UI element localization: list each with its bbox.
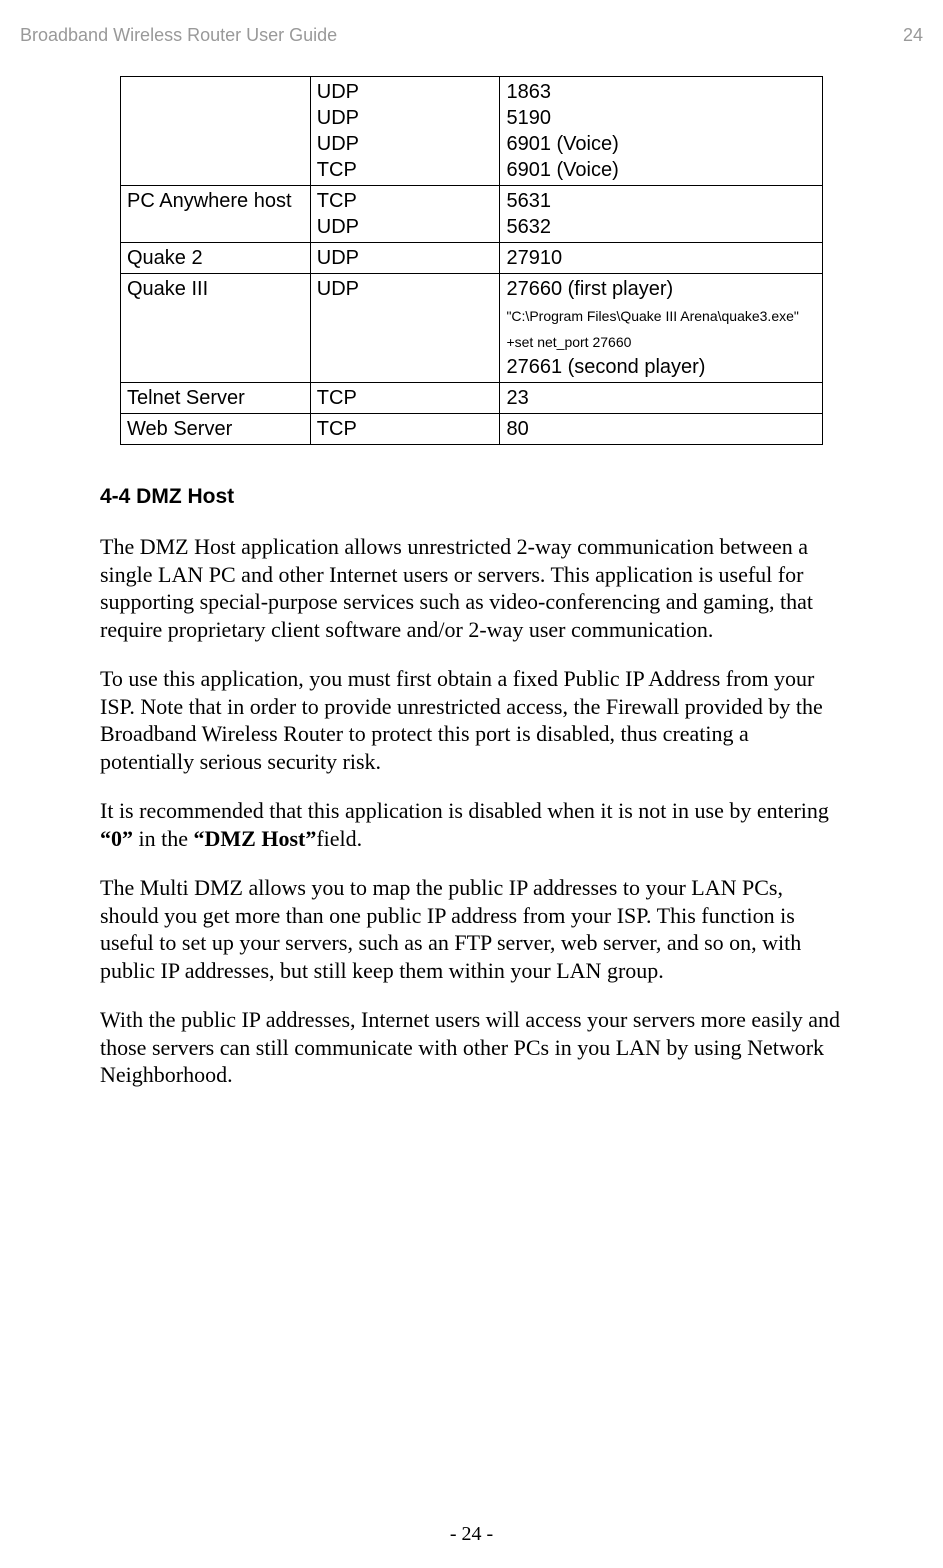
table-row: Quake III UDP 27660 (first player) "C:\P… [121, 274, 823, 383]
cell-service: PC Anywhere host [121, 186, 311, 243]
header-page-number: 24 [903, 25, 923, 46]
text-run: It is recommended that this application … [100, 798, 829, 823]
port-note: "C:\Program Files\Quake III Arena\quake3… [506, 308, 798, 350]
page-footer: - 24 - [0, 1523, 943, 1546]
text-run: field. [316, 826, 362, 851]
text-bold: “0” [100, 826, 133, 851]
cell-service: Quake 2 [121, 243, 311, 274]
cell-port: 23 [500, 383, 823, 414]
cell-port: 1863 5190 6901 (Voice) 6901 (Voice) [500, 77, 823, 186]
text-bold: “DMZ Host” [194, 826, 317, 851]
port-line: 27660 (first player) [506, 278, 673, 300]
port-mapping-table: UDP UDP UDP TCP 1863 5190 6901 (Voice) 6… [120, 76, 823, 445]
cell-protocol: TCP UDP [310, 186, 500, 243]
body-paragraph: With the public IP addresses, Internet u… [100, 1006, 843, 1089]
cell-service: Telnet Server [121, 383, 311, 414]
page-header: Broadband Wireless Router User Guide 24 [20, 25, 923, 46]
cell-protocol: UDP [310, 243, 500, 274]
cell-protocol: UDP UDP UDP TCP [310, 77, 500, 186]
cell-service: Quake III [121, 274, 311, 383]
table-row: UDP UDP UDP TCP 1863 5190 6901 (Voice) 6… [121, 77, 823, 186]
cell-service [121, 77, 311, 186]
cell-port: 80 [500, 414, 823, 445]
body-paragraph: It is recommended that this application … [100, 797, 843, 852]
cell-protocol: TCP [310, 383, 500, 414]
cell-port: 27660 (first player) "C:\Program Files\Q… [500, 274, 823, 383]
body-paragraph: The Multi DMZ allows you to map the publ… [100, 874, 843, 984]
port-line: 27661 (second player) [506, 356, 705, 378]
body-paragraph: To use this application, you must first … [100, 665, 843, 775]
header-title: Broadband Wireless Router User Guide [20, 25, 337, 46]
text-run: in the [133, 826, 194, 851]
table-row: Quake 2 UDP 27910 [121, 243, 823, 274]
section-heading: 4-4 DMZ Host [100, 485, 843, 509]
cell-port: 27910 [500, 243, 823, 274]
table-row: Web Server TCP 80 [121, 414, 823, 445]
cell-protocol: TCP [310, 414, 500, 445]
cell-protocol: UDP [310, 274, 500, 383]
cell-service: Web Server [121, 414, 311, 445]
table-row: PC Anywhere host TCP UDP 5631 5632 [121, 186, 823, 243]
cell-port: 5631 5632 [500, 186, 823, 243]
body-paragraph: The DMZ Host application allows unrestri… [100, 533, 843, 643]
table-row: Telnet Server TCP 23 [121, 383, 823, 414]
